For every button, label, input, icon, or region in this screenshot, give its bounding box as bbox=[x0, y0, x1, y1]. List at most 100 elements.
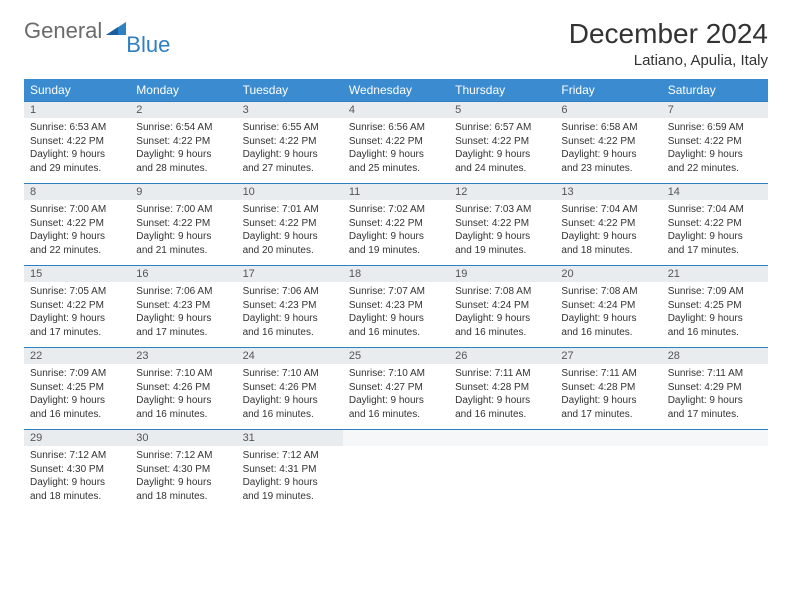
daylight-text-1: Daylight: 9 hours bbox=[455, 312, 549, 326]
daylight-text-2: and 17 minutes. bbox=[30, 326, 124, 340]
daylight-text-1: Daylight: 9 hours bbox=[349, 230, 443, 244]
daylight-text-1: Daylight: 9 hours bbox=[30, 148, 124, 162]
sunset-text: Sunset: 4:22 PM bbox=[561, 135, 655, 149]
sunset-text: Sunset: 4:22 PM bbox=[349, 135, 443, 149]
detail-row: Sunrise: 7:05 AMSunset: 4:22 PMDaylight:… bbox=[24, 282, 768, 348]
day-detail-cell: Sunrise: 7:02 AMSunset: 4:22 PMDaylight:… bbox=[343, 200, 449, 266]
daylight-text-1: Daylight: 9 hours bbox=[668, 148, 762, 162]
daylight-text-1: Daylight: 9 hours bbox=[561, 230, 655, 244]
sunset-text: Sunset: 4:22 PM bbox=[243, 217, 337, 231]
daylight-text-2: and 17 minutes. bbox=[561, 408, 655, 422]
daylight-text-1: Daylight: 9 hours bbox=[30, 476, 124, 490]
sunrise-text: Sunrise: 7:06 AM bbox=[136, 285, 230, 299]
daynum-row: 891011121314 bbox=[24, 184, 768, 201]
day-number-cell: 15 bbox=[24, 266, 130, 283]
sunrise-text: Sunrise: 7:12 AM bbox=[30, 449, 124, 463]
day-number-cell: 7 bbox=[662, 102, 768, 119]
daylight-text-1: Daylight: 9 hours bbox=[30, 394, 124, 408]
day-detail-cell: Sunrise: 7:09 AMSunset: 4:25 PMDaylight:… bbox=[24, 364, 130, 430]
daylight-text-2: and 16 minutes. bbox=[243, 408, 337, 422]
sunrise-text: Sunrise: 7:01 AM bbox=[243, 203, 337, 217]
daylight-text-2: and 18 minutes. bbox=[136, 490, 230, 504]
daylight-text-1: Daylight: 9 hours bbox=[561, 148, 655, 162]
daylight-text-2: and 19 minutes. bbox=[455, 244, 549, 258]
day-number-cell: 25 bbox=[343, 348, 449, 365]
day-detail-cell bbox=[343, 446, 449, 511]
day-detail-cell: Sunrise: 7:00 AMSunset: 4:22 PMDaylight:… bbox=[130, 200, 236, 266]
day-detail-cell: Sunrise: 6:57 AMSunset: 4:22 PMDaylight:… bbox=[449, 118, 555, 184]
day-header: Saturday bbox=[662, 79, 768, 102]
sunrise-text: Sunrise: 7:12 AM bbox=[243, 449, 337, 463]
sunrise-text: Sunrise: 6:59 AM bbox=[668, 121, 762, 135]
day-number-cell: 4 bbox=[343, 102, 449, 119]
sunrise-text: Sunrise: 6:58 AM bbox=[561, 121, 655, 135]
logo-text-general: General bbox=[24, 18, 102, 44]
location: Latiano, Apulia, Italy bbox=[569, 52, 768, 69]
day-number-cell bbox=[343, 430, 449, 447]
day-header: Friday bbox=[555, 79, 661, 102]
sunrise-text: Sunrise: 7:08 AM bbox=[455, 285, 549, 299]
sunset-text: Sunset: 4:22 PM bbox=[455, 135, 549, 149]
day-detail-cell: Sunrise: 7:11 AMSunset: 4:28 PMDaylight:… bbox=[555, 364, 661, 430]
daynum-row: 15161718192021 bbox=[24, 266, 768, 283]
daylight-text-2: and 16 minutes. bbox=[561, 326, 655, 340]
daylight-text-2: and 17 minutes. bbox=[668, 408, 762, 422]
day-header: Thursday bbox=[449, 79, 555, 102]
sunrise-text: Sunrise: 7:10 AM bbox=[136, 367, 230, 381]
daylight-text-2: and 29 minutes. bbox=[30, 162, 124, 176]
sunset-text: Sunset: 4:26 PM bbox=[243, 381, 337, 395]
sunset-text: Sunset: 4:23 PM bbox=[349, 299, 443, 313]
daylight-text-2: and 21 minutes. bbox=[136, 244, 230, 258]
sunrise-text: Sunrise: 7:00 AM bbox=[30, 203, 124, 217]
sunset-text: Sunset: 4:22 PM bbox=[30, 135, 124, 149]
day-detail-cell: Sunrise: 7:05 AMSunset: 4:22 PMDaylight:… bbox=[24, 282, 130, 348]
daylight-text-1: Daylight: 9 hours bbox=[30, 230, 124, 244]
sunrise-text: Sunrise: 7:12 AM bbox=[136, 449, 230, 463]
day-header: Monday bbox=[130, 79, 236, 102]
sunset-text: Sunset: 4:22 PM bbox=[668, 135, 762, 149]
day-number-cell: 29 bbox=[24, 430, 130, 447]
detail-row: Sunrise: 7:12 AMSunset: 4:30 PMDaylight:… bbox=[24, 446, 768, 511]
day-detail-cell: Sunrise: 7:08 AMSunset: 4:24 PMDaylight:… bbox=[449, 282, 555, 348]
day-number-cell: 3 bbox=[237, 102, 343, 119]
sunrise-text: Sunrise: 7:10 AM bbox=[349, 367, 443, 381]
sunset-text: Sunset: 4:31 PM bbox=[243, 463, 337, 477]
day-number-cell: 16 bbox=[130, 266, 236, 283]
title-block: December 2024 Latiano, Apulia, Italy bbox=[569, 18, 768, 69]
day-number-cell bbox=[662, 430, 768, 447]
day-number-cell: 9 bbox=[130, 184, 236, 201]
daylight-text-1: Daylight: 9 hours bbox=[668, 230, 762, 244]
day-detail-cell: Sunrise: 6:55 AMSunset: 4:22 PMDaylight:… bbox=[237, 118, 343, 184]
sunset-text: Sunset: 4:22 PM bbox=[243, 135, 337, 149]
day-number-cell: 23 bbox=[130, 348, 236, 365]
sunset-text: Sunset: 4:25 PM bbox=[668, 299, 762, 313]
day-detail-cell: Sunrise: 7:08 AMSunset: 4:24 PMDaylight:… bbox=[555, 282, 661, 348]
day-detail-cell bbox=[662, 446, 768, 511]
day-number-cell: 18 bbox=[343, 266, 449, 283]
daylight-text-1: Daylight: 9 hours bbox=[243, 148, 337, 162]
day-number-cell: 21 bbox=[662, 266, 768, 283]
day-detail-cell: Sunrise: 7:10 AMSunset: 4:26 PMDaylight:… bbox=[130, 364, 236, 430]
daylight-text-2: and 22 minutes. bbox=[668, 162, 762, 176]
daylight-text-2: and 16 minutes. bbox=[455, 326, 549, 340]
day-header-row: Sunday Monday Tuesday Wednesday Thursday… bbox=[24, 79, 768, 102]
day-detail-cell: Sunrise: 7:04 AMSunset: 4:22 PMDaylight:… bbox=[662, 200, 768, 266]
daylight-text-2: and 27 minutes. bbox=[243, 162, 337, 176]
daylight-text-2: and 19 minutes. bbox=[243, 490, 337, 504]
sunset-text: Sunset: 4:27 PM bbox=[349, 381, 443, 395]
day-number-cell: 6 bbox=[555, 102, 661, 119]
sunset-text: Sunset: 4:30 PM bbox=[136, 463, 230, 477]
sunset-text: Sunset: 4:22 PM bbox=[561, 217, 655, 231]
sunrise-text: Sunrise: 6:53 AM bbox=[30, 121, 124, 135]
sunset-text: Sunset: 4:23 PM bbox=[243, 299, 337, 313]
daylight-text-2: and 24 minutes. bbox=[455, 162, 549, 176]
logo-triangle-icon bbox=[106, 20, 128, 43]
sunrise-text: Sunrise: 7:02 AM bbox=[349, 203, 443, 217]
day-number-cell: 2 bbox=[130, 102, 236, 119]
day-detail-cell: Sunrise: 7:03 AMSunset: 4:22 PMDaylight:… bbox=[449, 200, 555, 266]
day-number-cell: 27 bbox=[555, 348, 661, 365]
sunset-text: Sunset: 4:22 PM bbox=[30, 299, 124, 313]
daylight-text-2: and 16 minutes. bbox=[30, 408, 124, 422]
daylight-text-1: Daylight: 9 hours bbox=[243, 394, 337, 408]
day-detail-cell: Sunrise: 7:06 AMSunset: 4:23 PMDaylight:… bbox=[130, 282, 236, 348]
